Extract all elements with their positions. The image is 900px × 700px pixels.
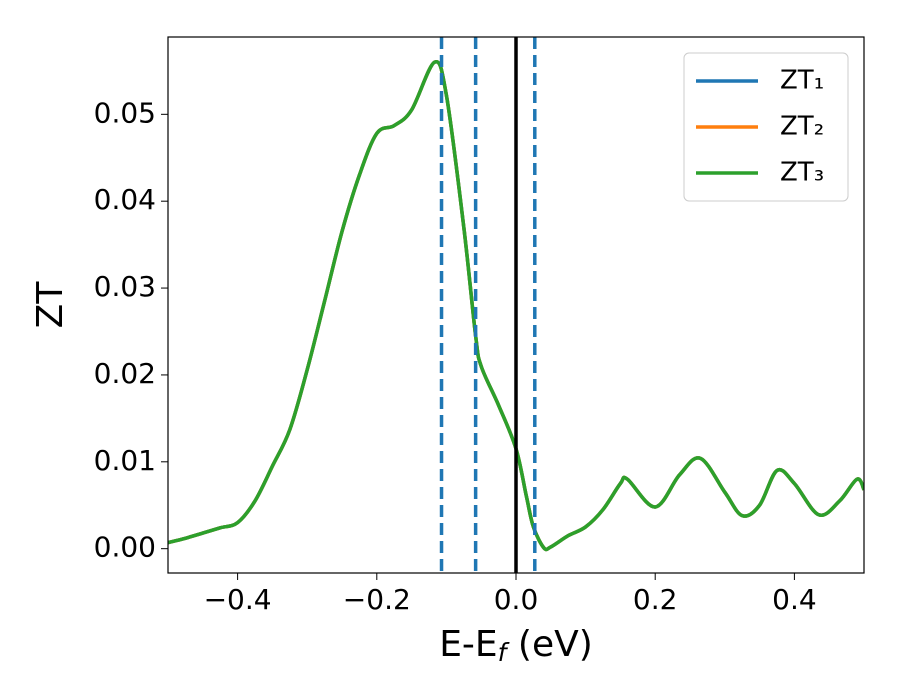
- y-tick-label: 0.03: [94, 270, 156, 303]
- legend-label: ZT₁: [780, 66, 824, 96]
- plot-frame: [167, 36, 865, 574]
- y-tick-label: 0.00: [94, 531, 156, 564]
- y-tick-label: 0.05: [94, 96, 156, 129]
- x-tick-label: −0.4: [204, 583, 272, 616]
- series-line: [168, 60, 864, 552]
- legend-box: [683, 52, 849, 202]
- x-tick-label: 0.4: [772, 583, 817, 616]
- y-tick-label: 0.04: [94, 183, 156, 216]
- plot-lines: [168, 37, 864, 573]
- y-tick-label: 0.01: [94, 444, 156, 477]
- x-label-main: E-E: [439, 624, 497, 665]
- y-tick-label: 0.02: [94, 357, 156, 390]
- x-tick-label: 0.0: [494, 583, 539, 616]
- x-axis-label: E-Ef (eV): [439, 624, 593, 667]
- legend-label: ZT₂: [780, 112, 824, 142]
- x-tick-label: 0.2: [633, 583, 678, 616]
- x-tick-label: −0.2: [343, 583, 411, 616]
- x-label-rest: (eV): [506, 624, 592, 665]
- y-axis-label: ZT: [30, 281, 71, 329]
- legend-label: ZT₃: [780, 158, 824, 188]
